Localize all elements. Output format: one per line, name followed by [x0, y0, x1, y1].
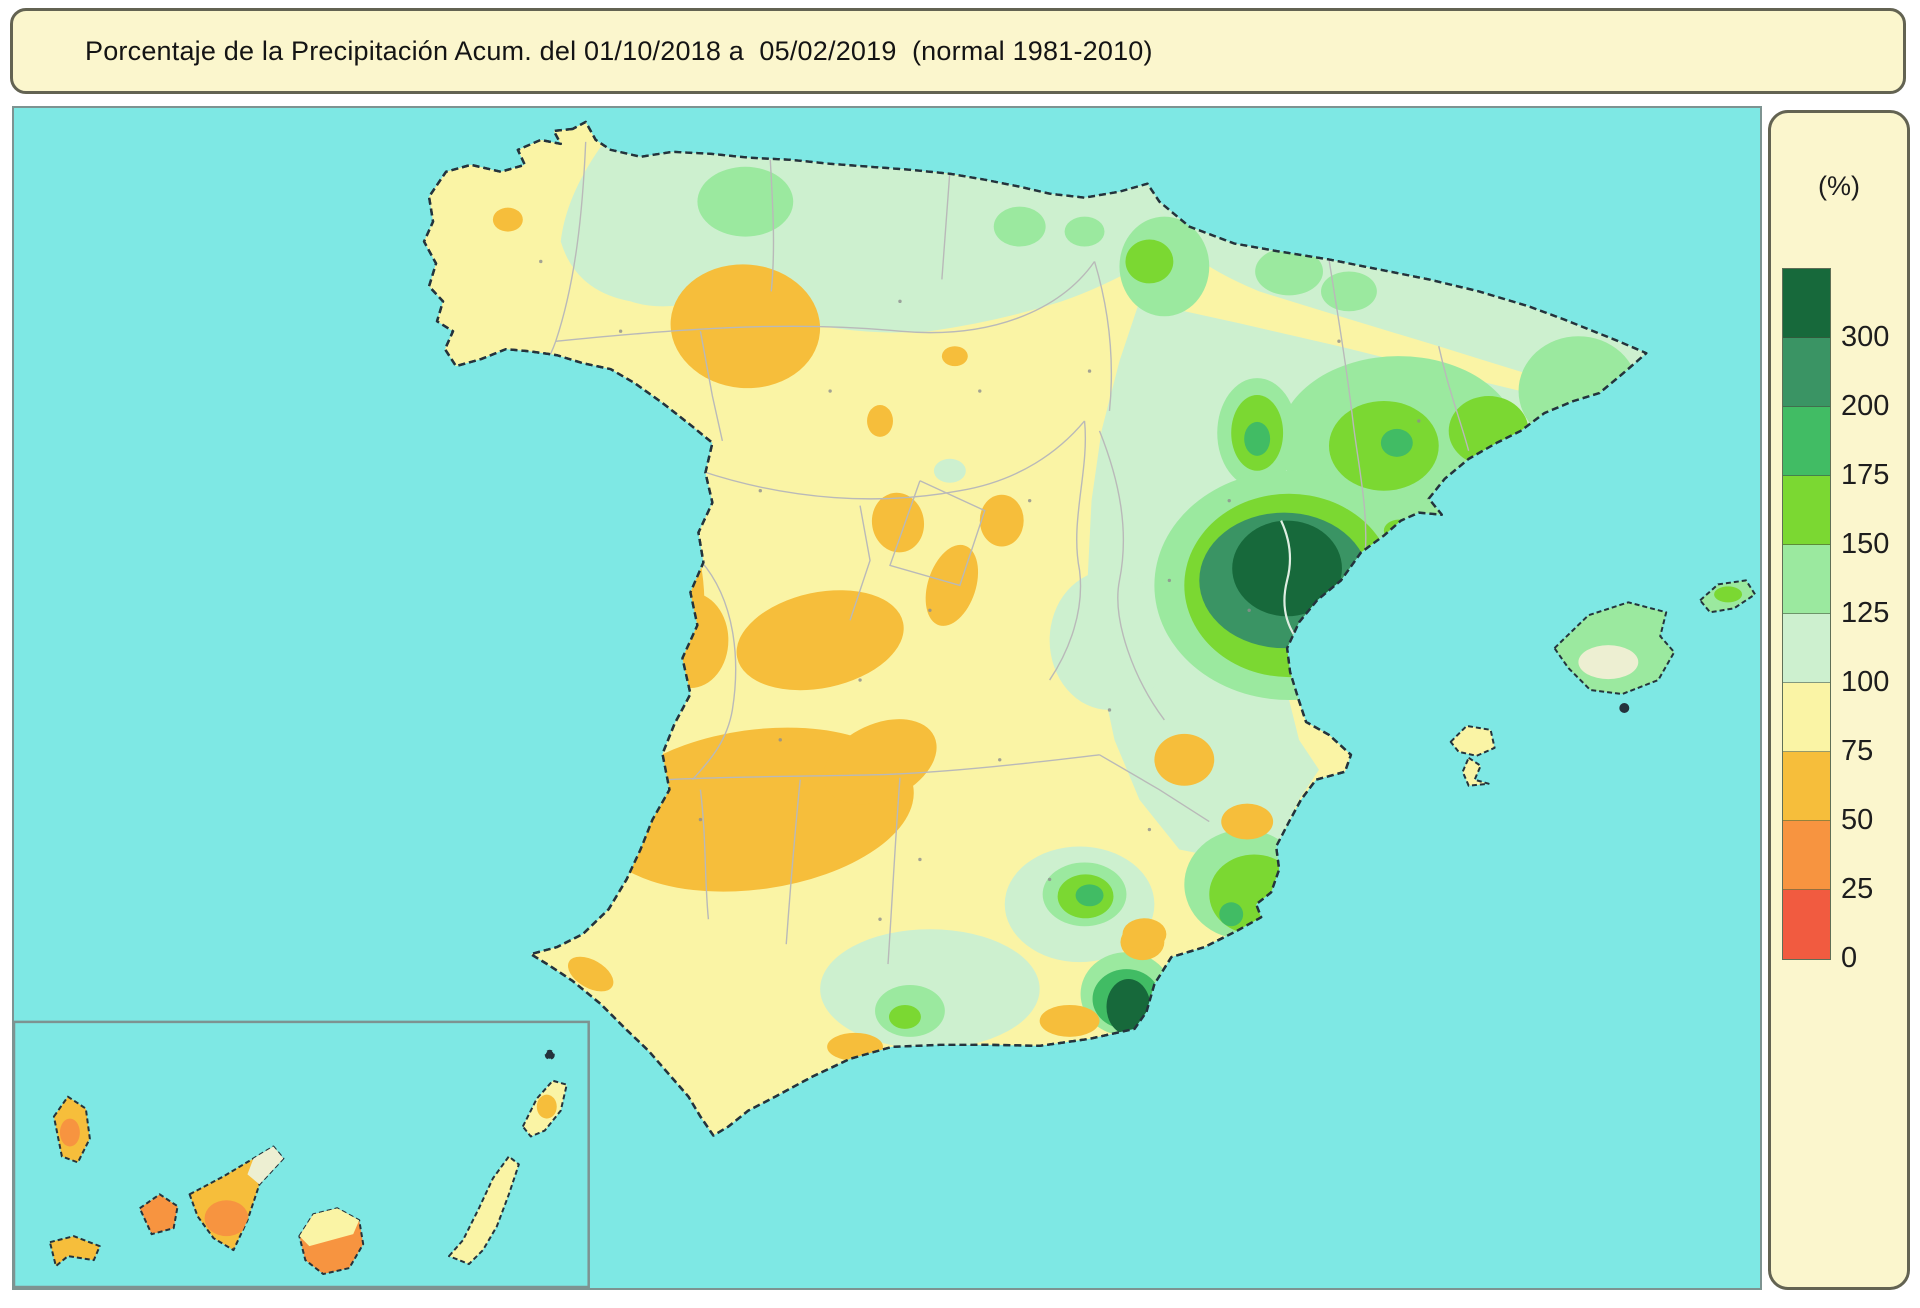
legend-tick-50: 50	[1841, 804, 1874, 836]
logo-letter-a: A	[1623, 1305, 1663, 1308]
menorca-lime-patch	[1714, 586, 1743, 603]
coastline-stroke	[422, 120, 1648, 1137]
legend-swatch-300	[1783, 269, 1830, 338]
el-hierro-island	[48, 1235, 101, 1268]
la-graciosa-islet	[544, 1049, 555, 1060]
legend-swatch-25	[1783, 821, 1830, 890]
map-container: © Agencia Estatal de Meteorología AEmet …	[12, 106, 1774, 1308]
dark-green-contours	[1106, 520, 1342, 1035]
station-dots	[539, 259, 1421, 921]
map-title-bar: Porcentaje de la Precipitación Acum. del…	[10, 8, 1906, 94]
legend-panel: (%) 300 200 175 150 125 100 75 50 25 0	[1768, 110, 1910, 1290]
legend-swatch-50	[1783, 752, 1830, 821]
map-title: Porcentaje de la Precipitación Acum. del…	[85, 35, 1153, 66]
legend-swatch-column	[1782, 268, 1831, 960]
legend-tick-75: 75	[1841, 735, 1874, 767]
legend-tick-100: 100	[1841, 666, 1890, 698]
aemet-logo: AEmet Agencia Estatal de Meteorología	[1608, 1298, 1774, 1308]
legend-tick-175: 175	[1841, 459, 1890, 491]
spain-precipitation-map	[14, 108, 1760, 1288]
canary-inset-frame	[14, 1020, 590, 1288]
legend-swatch-200	[1783, 338, 1830, 407]
legend-swatch-150	[1783, 476, 1830, 545]
legend-swatch-75	[1783, 683, 1830, 752]
legend-swatch-0	[1783, 890, 1830, 959]
cabrera-islet	[1619, 702, 1630, 713]
ibiza-island	[1449, 724, 1496, 757]
canary-overlays	[59, 1094, 557, 1247]
legend-tick-0: 0	[1841, 942, 1858, 974]
legend-swatch-125	[1783, 545, 1830, 614]
legend-tick-150: 150	[1841, 528, 1890, 560]
legend-swatch-175	[1783, 407, 1830, 476]
legend-tick-300: 300	[1841, 321, 1890, 353]
la-gomera-island	[138, 1193, 179, 1236]
fuerteventura-island	[448, 1155, 520, 1266]
formentera-island	[1461, 756, 1490, 787]
canary-islands	[48, 1049, 568, 1276]
legend-tick-125: 125	[1841, 597, 1890, 629]
legend-tick-200: 200	[1841, 390, 1890, 422]
legend-swatch-100	[1783, 614, 1830, 683]
legend-unit-label: (%)	[1818, 171, 1860, 201]
legend-tick-25: 25	[1841, 873, 1874, 905]
mallorca-overlay	[1578, 645, 1639, 680]
